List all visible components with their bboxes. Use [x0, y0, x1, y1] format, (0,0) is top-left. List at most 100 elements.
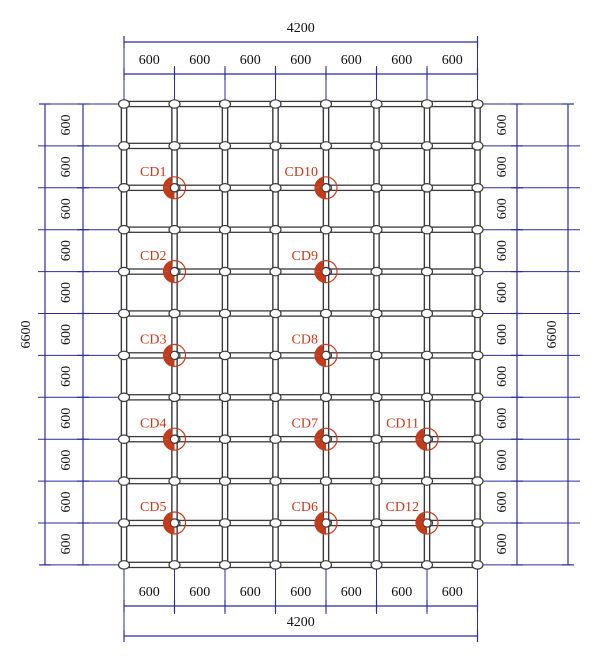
grid-node	[471, 224, 484, 235]
bottom-segment-label: 600	[139, 585, 160, 600]
grid-node	[218, 141, 232, 151]
grid-node	[168, 224, 181, 235]
sensor-label: CD12	[386, 500, 419, 515]
grid-node	[319, 224, 333, 235]
grid-node	[269, 434, 282, 444]
grid-node	[420, 560, 434, 570]
grid-node	[218, 518, 232, 528]
sensor-cd4: CD4	[140, 416, 187, 451]
grid-node	[471, 518, 484, 528]
bottom-segment-label: 600	[391, 585, 412, 600]
grid-node	[420, 99, 434, 109]
sensor-node	[422, 434, 432, 444]
grid-node	[117, 434, 131, 444]
grid-node	[471, 434, 484, 444]
left-segment-label: 600	[59, 450, 74, 471]
left-segment-label: 600	[59, 492, 74, 513]
grid-node	[420, 141, 434, 151]
sensor-cd3: CD3	[140, 333, 187, 367]
bottom-segment-label: 600	[240, 585, 261, 600]
left-total-label: 6600	[19, 320, 34, 348]
grid-node	[420, 224, 434, 235]
left-segment-label: 600	[59, 366, 74, 387]
left-segment-label: 600	[59, 198, 74, 219]
sensor-label: CD8	[292, 333, 318, 348]
grid-node	[168, 560, 181, 570]
grid-node	[471, 266, 484, 277]
left-segment-label: 600	[59, 408, 74, 429]
grid-node	[471, 350, 484, 361]
grid-node	[420, 350, 434, 361]
right-segment-label: 600	[495, 114, 510, 135]
grid-node	[471, 560, 484, 570]
sensor-label: CD7	[292, 416, 318, 431]
sensor-node	[321, 183, 331, 193]
grid-node	[218, 99, 232, 109]
grid-node	[168, 392, 181, 403]
grid-node	[370, 476, 383, 486]
grid-node	[168, 308, 181, 319]
vertical-member	[171, 103, 178, 566]
grid-node	[471, 308, 484, 319]
grid-node	[218, 560, 232, 570]
left-segment-label: 600	[59, 282, 74, 303]
right-segment-label: 600	[495, 198, 510, 219]
grid-node	[370, 141, 383, 151]
grid-node	[218, 308, 232, 319]
right-segment-label: 600	[495, 324, 510, 345]
grid-node	[319, 560, 333, 570]
top-segment-label: 600	[290, 53, 311, 68]
vertical-member	[221, 103, 229, 566]
grid-node	[269, 476, 282, 486]
grid-node	[269, 183, 282, 193]
vertical-member	[373, 103, 380, 566]
bottom-segment-label: 600	[189, 585, 210, 600]
sensor-cd11: CD11	[386, 416, 439, 451]
vertical-member	[272, 103, 279, 566]
right-segment-label: 600	[495, 450, 510, 471]
sensor-node	[170, 350, 179, 360]
grid-node	[218, 476, 232, 486]
top-segment-label: 600	[240, 53, 261, 68]
grid-node	[218, 392, 232, 403]
bottom-segment-label: 600	[290, 585, 311, 600]
left-segment-label: 600	[59, 240, 74, 261]
grid-node	[117, 224, 131, 235]
sensor-node	[170, 434, 179, 444]
grid-node	[218, 434, 232, 444]
bottom-segment-label: 600	[341, 585, 362, 600]
grid-node	[218, 266, 232, 277]
right-segment-label: 600	[495, 240, 510, 261]
grid-node	[319, 99, 333, 109]
grid-node	[117, 141, 131, 151]
top-segment-label: 600	[341, 53, 362, 68]
left-segment-label: 600	[59, 324, 74, 345]
grid-node	[319, 308, 333, 319]
grid-node	[471, 99, 484, 109]
vertical-member	[322, 103, 330, 566]
right-segment-label: 600	[495, 533, 510, 554]
right-total-label: 6600	[545, 320, 560, 348]
sensor-label: CD6	[292, 500, 318, 515]
grid-node	[117, 308, 131, 319]
sensor-node	[422, 518, 432, 528]
grid-node	[319, 141, 333, 151]
grid-node	[370, 392, 383, 403]
vertical-member	[474, 103, 481, 566]
grid-node	[269, 518, 282, 528]
sensor-node	[321, 267, 331, 277]
top-segment-label: 600	[189, 53, 210, 68]
sensor-node	[170, 518, 179, 528]
sensor-node	[321, 434, 331, 444]
sensor-node	[170, 267, 179, 277]
grid-node	[117, 392, 131, 403]
sensor-cd2: CD2	[140, 249, 187, 284]
grid-node	[370, 350, 383, 361]
grid-node	[269, 350, 282, 361]
sensor-cd1: CD1	[140, 165, 187, 200]
grid-node	[117, 560, 131, 570]
sensor-cd7: CD7	[292, 416, 338, 451]
grid-node	[471, 476, 484, 486]
grid-node	[370, 99, 383, 109]
